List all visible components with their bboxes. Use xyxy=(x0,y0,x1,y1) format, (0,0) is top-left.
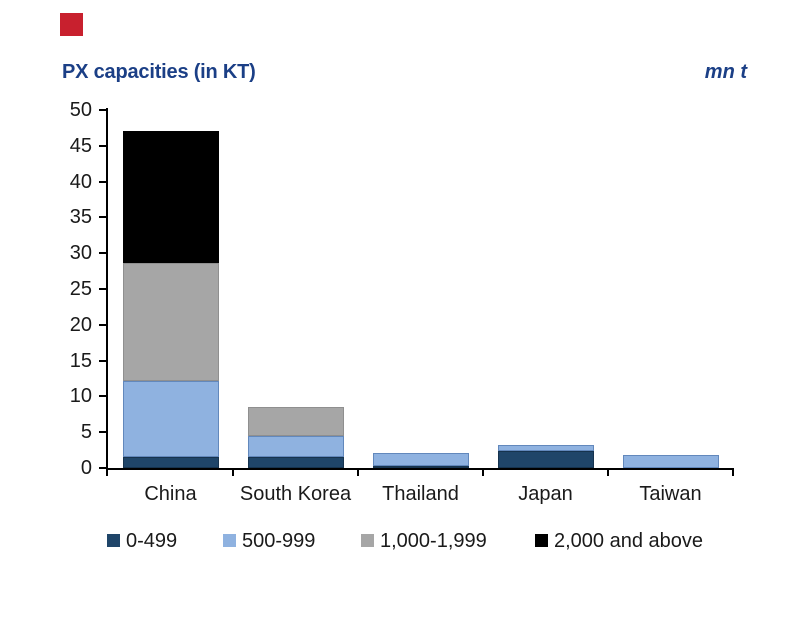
legend-item: 1,000-1,999 xyxy=(361,530,487,553)
unit-label: mn t xyxy=(704,61,747,83)
bar-segment-south-korea xyxy=(247,436,344,458)
y-axis-tick xyxy=(99,252,106,255)
legend-label: 1,000-1,999 xyxy=(380,530,487,552)
bar-segment-south-korea xyxy=(247,407,344,437)
x-axis-label: Taiwan xyxy=(639,483,702,505)
bar-segment-japan xyxy=(497,450,594,468)
y-axis-tick xyxy=(99,359,106,362)
legend-swatch xyxy=(107,534,120,547)
legend-item: 500-999 xyxy=(223,530,315,553)
x-axis-label: Thailand xyxy=(382,483,459,505)
x-axis-label: South Korea xyxy=(239,483,352,505)
bar-segment-thailand xyxy=(372,452,469,466)
y-axis-tick xyxy=(99,323,106,326)
bar-segment-japan xyxy=(497,445,594,451)
y-axis-label: 0 xyxy=(80,457,92,479)
y-axis-tick xyxy=(99,216,106,219)
y-axis-label: 50 xyxy=(69,99,92,121)
x-axis-line xyxy=(106,468,734,470)
bar-segment-china xyxy=(122,263,219,381)
chart-title: PX capacities (in KT) xyxy=(62,61,256,83)
legend-label: 500-999 xyxy=(242,530,316,552)
y-axis-label: 10 xyxy=(69,385,92,408)
legend-swatch xyxy=(223,534,236,547)
y-axis-tick xyxy=(99,467,106,469)
x-axis-tick xyxy=(732,468,734,476)
y-axis-label: 45 xyxy=(69,134,92,157)
y-axis-line xyxy=(106,108,108,470)
bar-segment-south-korea xyxy=(247,457,344,468)
bar-segment-taiwan xyxy=(622,455,719,468)
y-axis-label: 30 xyxy=(69,242,92,265)
y-axis-tick xyxy=(99,288,106,290)
legend-label: 0-499 xyxy=(126,530,178,552)
y-axis-label: 35 xyxy=(69,206,92,229)
y-axis-tick xyxy=(99,395,106,398)
legend-item: 2,000 and above xyxy=(535,530,703,553)
legend-label: 2,000 and above xyxy=(554,530,704,552)
y-axis-label: 25 xyxy=(69,278,92,300)
y-axis-label: 15 xyxy=(69,349,92,372)
x-axis-tick xyxy=(232,468,234,476)
red-accent-square xyxy=(60,13,83,36)
legend-item: 0-499 xyxy=(107,530,177,553)
x-axis-tick xyxy=(607,468,609,476)
y-axis-label: 40 xyxy=(69,170,92,193)
x-axis-label: Japan xyxy=(518,483,573,505)
bar-segment-china xyxy=(122,457,219,468)
bar-segment-china xyxy=(122,380,219,458)
y-axis-tick xyxy=(99,180,106,183)
y-axis-tick xyxy=(99,431,106,434)
y-axis-tick xyxy=(99,144,106,147)
legend-swatch xyxy=(535,534,548,547)
bar-segment-china xyxy=(122,131,219,264)
y-axis-label: 5 xyxy=(80,421,92,444)
legend-swatch xyxy=(361,534,374,547)
y-axis-label: 20 xyxy=(69,313,92,336)
x-axis-label: China xyxy=(144,483,197,505)
bar-segment-thailand xyxy=(372,465,469,468)
x-axis-tick xyxy=(482,468,484,476)
y-axis-tick xyxy=(99,109,106,111)
x-axis-tick xyxy=(106,468,108,476)
x-axis-tick xyxy=(357,468,359,476)
